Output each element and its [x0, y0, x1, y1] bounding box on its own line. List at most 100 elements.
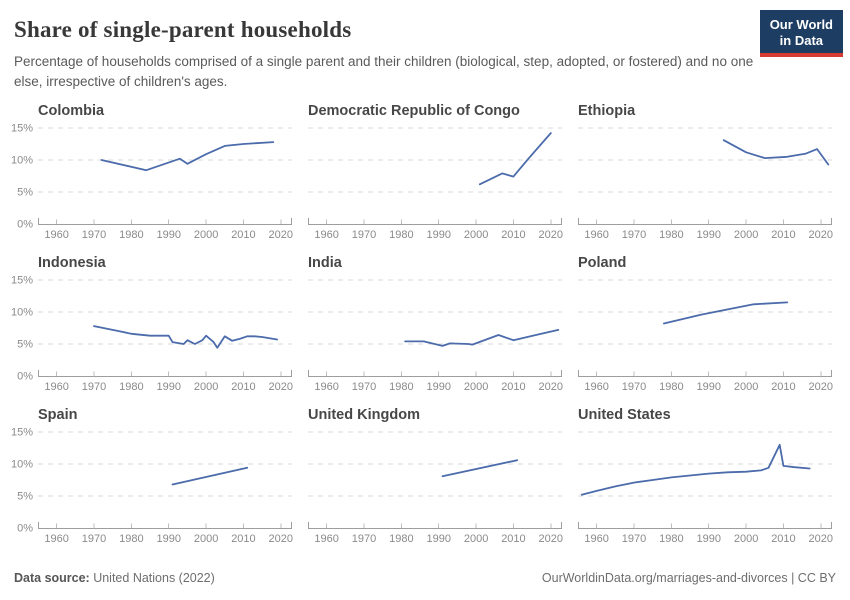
data-source: Data source: United Nations (2022)	[14, 571, 215, 585]
x-tick-label-1960: 1960	[584, 229, 608, 241]
x-tick-label-1980: 1980	[389, 533, 413, 545]
footer-attribution: OurWorldinData.org/marriages-and-divorce…	[542, 571, 836, 585]
page-title: Share of single-parent households	[14, 17, 352, 42]
x-tick-label-1970: 1970	[352, 533, 376, 545]
x-tick-label-1980: 1980	[119, 381, 143, 393]
y-tick-label-15pct: 15%	[11, 427, 33, 439]
chart-panel-united-states: United States 1960 1970 1980 1990 2000 2010 202…	[578, 407, 833, 550]
y-tick-label-15pct: 15%	[11, 275, 33, 287]
data-source-value: United Nations (2022)	[89, 571, 215, 585]
y-tick-label-0pct: 0%	[17, 371, 33, 383]
panel-title-indonesia: Indonesia	[38, 255, 106, 272]
x-tick-label-1990: 1990	[696, 381, 720, 393]
x-tick-label-2010: 2010	[231, 229, 255, 241]
panel-title-united-kingdom: United Kingdom	[308, 407, 420, 424]
x-tick-label-1970: 1970	[622, 381, 646, 393]
x-tick-label-1960: 1960	[584, 381, 608, 393]
panel-plot-spain: 1960 1970 1980 1990 2000 2010 2020 0% 5% 10% 15%	[11, 427, 293, 546]
footer-separator: |	[787, 571, 798, 585]
x-tick-label-1970: 1970	[622, 533, 646, 545]
chart-panel-united-kingdom: United Kingdom 1960 1970 1980 1990 2000 2010 20…	[308, 407, 563, 550]
x-tick-label-1970: 1970	[82, 533, 106, 545]
x-tick-label-1970: 1970	[352, 229, 376, 241]
x-tick-label-2010: 2010	[771, 381, 795, 393]
x-tick-label-2010: 2010	[771, 533, 795, 545]
x-tick-label-1980: 1980	[389, 381, 413, 393]
x-tick-label-1970: 1970	[352, 381, 376, 393]
x-tick-label-2010: 2010	[501, 381, 525, 393]
data-line-colombia	[100, 141, 275, 172]
panel-plot-united-states: 1960 1970 1980 1990 2000 2010 2020	[578, 431, 833, 545]
y-tick-label-10pct: 10%	[11, 459, 33, 471]
chart-panel-indonesia: Indonesia 1960 1970 1980 1990 2000 2010 2020 0% 5…	[11, 255, 293, 398]
data-line-spain	[171, 467, 249, 486]
x-tick-label-1960: 1960	[44, 229, 68, 241]
x-tick-label-2020: 2020	[539, 533, 563, 545]
panel-title-democratic-republic-of-congo: Democratic Republic of Congo	[308, 103, 520, 120]
x-tick-label-2000: 2000	[194, 229, 218, 241]
x-tick-label-1960: 1960	[314, 533, 338, 545]
x-tick-label-2020: 2020	[809, 229, 833, 241]
x-tick-label-2020: 2020	[269, 533, 293, 545]
panel-title-spain: Spain	[38, 407, 78, 424]
x-tick-label-1960: 1960	[314, 229, 338, 241]
panel-plot-united-kingdom: 1960 1970 1980 1990 2000 2010 2020	[308, 431, 563, 545]
x-tick-label-1990: 1990	[426, 381, 450, 393]
data-line-poland	[663, 301, 789, 325]
panel-plot-india: 1960 1970 1980 1990 2000 2010 2020	[308, 279, 563, 393]
owid-logo-line2: in Data	[779, 32, 824, 48]
x-tick-label-1980: 1980	[119, 533, 143, 545]
x-tick-label-1980: 1980	[119, 229, 143, 241]
data-line-india	[404, 329, 560, 347]
chart-subtitle: Percentage of households comprised of a …	[14, 54, 754, 89]
y-tick-label-10pct: 10%	[11, 155, 33, 167]
y-tick-label-0pct: 0%	[17, 219, 33, 231]
x-tick-label-2000: 2000	[734, 533, 758, 545]
x-tick-label-2010: 2010	[771, 229, 795, 241]
panel-title-colombia: Colombia	[38, 103, 105, 120]
panel-title-poland: Poland	[578, 255, 627, 272]
x-tick-label-1970: 1970	[622, 229, 646, 241]
y-tick-label-15pct: 15%	[11, 123, 33, 135]
x-tick-label-1980: 1980	[659, 533, 683, 545]
panel-title-ethiopia: Ethiopia	[578, 103, 636, 120]
x-tick-label-1980: 1980	[389, 229, 413, 241]
chart-panel-democratic-republic-of-congo: Democratic Republic of Congo 1960 1970 1980…	[308, 103, 563, 246]
footer-url[interactable]: OurWorldinData.org/marriages-and-divorce…	[541, 571, 788, 585]
data-line-united-states	[580, 444, 811, 496]
x-tick-label-2020: 2020	[809, 533, 833, 545]
data-source-label: Data source:	[14, 571, 90, 585]
x-tick-label-1970: 1970	[82, 381, 106, 393]
data-line-united-kingdom	[441, 459, 519, 478]
owid-logo[interactable]: Our World in Data	[759, 10, 843, 58]
chart-header: Share of single-parent households Percen…	[0, 0, 850, 91]
chart-panel-colombia: Colombia 1960 1970 1980 1990 2000 2010 2020 0% 5%…	[11, 103, 293, 246]
x-tick-label-1960: 1960	[44, 381, 68, 393]
x-tick-label-1960: 1960	[314, 381, 338, 393]
y-tick-label-5pct: 5%	[17, 339, 33, 351]
x-tick-label-1990: 1990	[156, 533, 180, 545]
x-tick-label-2020: 2020	[809, 381, 833, 393]
x-tick-label-1960: 1960	[44, 533, 68, 545]
x-tick-label-2020: 2020	[539, 381, 563, 393]
x-tick-label-1990: 1990	[426, 533, 450, 545]
owid-logo-line1: Our World	[769, 17, 833, 32]
data-line-indonesia	[93, 325, 279, 349]
chart-panel-spain: Spain 1960 1970 1980 1990 2000 2010 2020 0% 5% 10%…	[11, 407, 293, 550]
panel-title-united-states: United States	[578, 407, 671, 424]
data-line-democratic-republic-of-congo	[478, 132, 552, 186]
x-tick-label-2000: 2000	[464, 533, 488, 545]
x-tick-label-1990: 1990	[156, 229, 180, 241]
panel-plot-colombia: 1960 1970 1980 1990 2000 2010 2020 0% 5% 10% 15%	[11, 123, 293, 242]
x-tick-label-2010: 2010	[231, 533, 255, 545]
x-tick-label-1990: 1990	[696, 229, 720, 241]
x-tick-label-2000: 2000	[194, 533, 218, 545]
chart-panel-ethiopia: Ethiopia 1960 1970 1980 1990 2000 2010 2020	[578, 103, 833, 246]
x-tick-label-2010: 2010	[231, 381, 255, 393]
x-tick-label-2020: 2020	[269, 381, 293, 393]
panel-plot-poland: 1960 1970 1980 1990 2000 2010 2020	[578, 279, 833, 393]
panel-plot-indonesia: 1960 1970 1980 1990 2000 2010 2020 0% 5% 10% 15%	[11, 275, 293, 394]
x-tick-label-2000: 2000	[194, 381, 218, 393]
x-tick-label-2000: 2000	[464, 381, 488, 393]
panel-plot-democratic-republic-of-congo: 1960 1970 1980 1990 2000 2010 2020	[308, 127, 563, 241]
